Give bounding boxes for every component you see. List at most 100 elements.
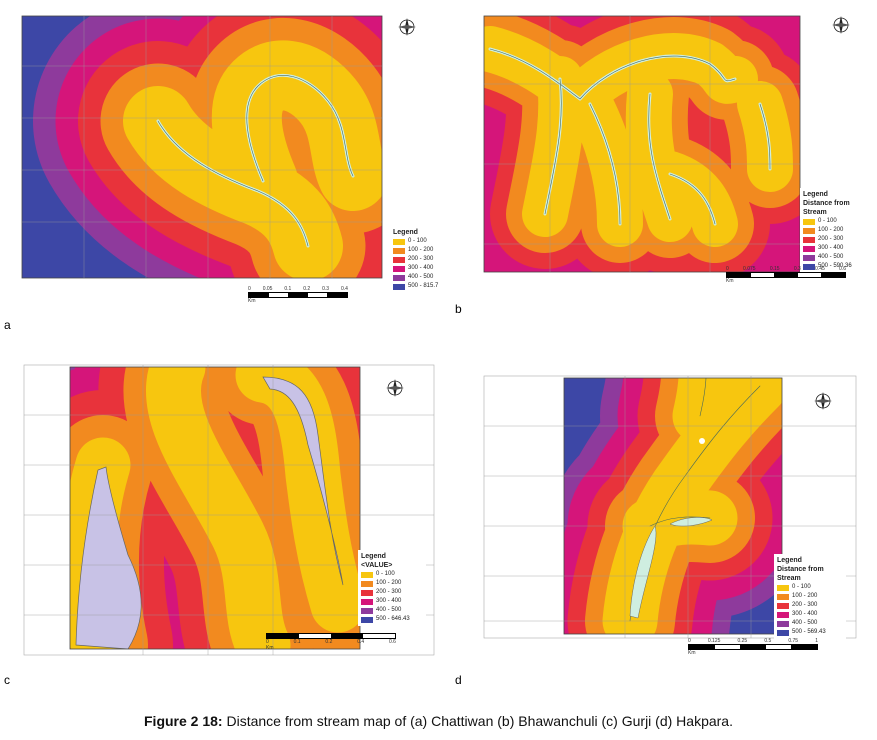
panel-letter-c: c: [4, 673, 10, 687]
scale-tick: 0.6: [839, 266, 846, 272]
legend-swatch: [361, 571, 373, 578]
legend-label: 300 - 400: [818, 245, 844, 251]
legend-title: Legend: [803, 191, 828, 198]
legend-item: 400 - 500: [393, 273, 451, 282]
legend-swatch: [393, 247, 405, 254]
scale-tick: 0.6: [389, 639, 396, 645]
legend-item: 0 - 100: [393, 237, 451, 246]
legend-swatch: [777, 629, 789, 636]
legend-label: 100 - 200: [818, 227, 844, 233]
north-arrow-icon: [830, 14, 852, 36]
legend-swatch: [361, 616, 373, 623]
legend-label: 300 - 400: [408, 265, 434, 271]
scale-tick: 0.45: [815, 266, 825, 272]
legend-swatch: [361, 580, 373, 587]
scale-tick: 0.125: [707, 638, 721, 644]
legend-swatch: [361, 598, 373, 605]
legend-item: 400 - 500: [803, 253, 865, 262]
legend-swatch: [803, 263, 815, 270]
legend-label: 0 - 100: [408, 238, 427, 244]
legend-swatch: [393, 265, 405, 272]
legend-subtitle: <VALUE>: [361, 562, 393, 569]
legend-item: 100 - 200: [393, 246, 451, 255]
scale-unit: Km: [266, 645, 274, 651]
legend-item: 200 - 300: [803, 235, 865, 244]
legend-item: 100 - 200: [803, 226, 865, 235]
scale-tick: 1: [815, 638, 818, 644]
legend-label: 100 - 200: [408, 247, 434, 253]
legend-label: 0 - 100: [376, 571, 395, 577]
legend-item: 300 - 400: [361, 597, 423, 606]
legend-swatch: [393, 283, 405, 290]
scale-tick: 0: [688, 638, 691, 644]
scale-tick: 0.1: [284, 286, 292, 292]
legend-label: 100 - 200: [376, 580, 402, 586]
legend-item: 200 - 300: [393, 255, 451, 264]
legend-label: 300 - 400: [376, 598, 402, 604]
legend-item: 500 - 815.7: [393, 282, 451, 291]
legend-swatch: [803, 254, 815, 261]
legend-item: 100 - 200: [777, 592, 843, 601]
scale-tick: 0.075: [743, 266, 756, 272]
map-panel-d: Legend Distance from Stream 0 - 100 100 …: [470, 366, 870, 666]
legend-item: 400 - 500: [777, 619, 843, 628]
scale-tick: 0.75: [788, 638, 799, 644]
legend-swatch: [777, 620, 789, 627]
scale-unit: Km: [248, 298, 256, 304]
legend-swatch: [777, 611, 789, 618]
legend-label: 200 - 300: [818, 236, 844, 242]
legend-swatch: [803, 227, 815, 234]
legend-swatch: [777, 593, 789, 600]
legend-swatch: [803, 218, 815, 225]
scale-unit: Km: [688, 650, 696, 656]
legend-item: 0 - 100: [777, 583, 843, 592]
legend-subtitle: Distance from Stream: [803, 200, 850, 216]
legend-item: 0 - 100: [803, 217, 865, 226]
scale-tick: 0: [266, 639, 269, 645]
scale-unit: Km: [726, 278, 734, 284]
legend-swatch: [777, 602, 789, 609]
legend-item: 0 - 100: [361, 570, 423, 579]
legend-c: Legend <VALUE> 0 - 100 100 - 200 200 - 3…: [358, 550, 426, 626]
legend-a: Legend 0 - 100 100 - 200 200 - 300 300 -…: [390, 226, 454, 293]
legend-label: 500 - 590.36: [818, 263, 852, 269]
legend-label: 400 - 500: [792, 620, 818, 626]
legend-title: Legend: [361, 553, 386, 560]
legend-label: 500 - 815.7: [408, 283, 439, 289]
scale-bar-d: 0 0.125 0.25 0.5 0.75 1 Km: [688, 638, 818, 656]
legend-label: 0 - 100: [818, 218, 837, 224]
legend-item: 300 - 400: [393, 264, 451, 273]
legend-swatch: [361, 589, 373, 596]
legend-item: 500 - 569.43: [777, 628, 843, 637]
map-a-canvas: [21, 15, 383, 279]
legend-title: Legend: [393, 229, 418, 236]
scale-tick: 0.2: [325, 639, 333, 645]
scale-tick: 0.1: [293, 639, 301, 645]
legend-swatch: [803, 236, 815, 243]
scale-tick: 0: [248, 286, 251, 292]
figure-label: Figure 2 18:: [144, 713, 223, 729]
legend-item: 200 - 300: [361, 588, 423, 597]
north-arrow-icon: [396, 16, 418, 38]
north-arrow-icon: [384, 377, 406, 399]
map-panel-a: Legend 0 - 100 100 - 200 200 - 300 300 -…: [8, 6, 454, 306]
legend-title: Legend: [777, 557, 802, 564]
legend-item: 500 - 590.36: [803, 262, 865, 271]
legend-label: 400 - 500: [408, 274, 434, 280]
legend-label: 300 - 400: [792, 611, 818, 617]
legend-label: 200 - 300: [408, 256, 434, 262]
scale-tick: 0.05: [262, 286, 273, 292]
legend-label: 200 - 300: [376, 589, 402, 595]
north-arrow-icon: [812, 390, 834, 412]
scale-tick: 0.25: [737, 638, 748, 644]
scale-bar-b: 0 0.075 0.15 0.3 0.45 0.6 Km: [726, 266, 846, 284]
scale-bar-c: 0 0.1 0.2 0.4 0.6 Km: [266, 633, 396, 651]
legend-label: 100 - 200: [792, 593, 818, 599]
scale-tick: 0.5: [764, 638, 772, 644]
legend-label: 400 - 500: [376, 607, 402, 613]
scale-tick: 0.2: [303, 286, 311, 292]
legend-item: 100 - 200: [361, 579, 423, 588]
legend-label: 400 - 500: [818, 254, 844, 260]
scale-tick: 0.15: [769, 266, 780, 272]
scale-tick: 0.3: [793, 266, 801, 272]
